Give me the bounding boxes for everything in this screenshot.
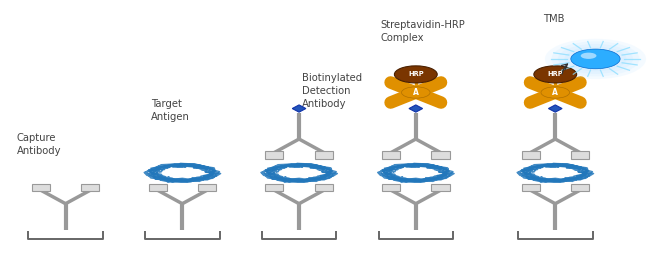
Text: Target
Antigen: Target Antigen bbox=[151, 99, 190, 122]
Text: Biotinylated
Detection
Antibody: Biotinylated Detection Antibody bbox=[302, 73, 363, 109]
Circle shape bbox=[558, 44, 633, 74]
Text: TMB: TMB bbox=[543, 14, 565, 24]
Circle shape bbox=[402, 87, 430, 98]
FancyBboxPatch shape bbox=[81, 184, 99, 191]
Circle shape bbox=[580, 53, 597, 59]
FancyBboxPatch shape bbox=[382, 152, 400, 159]
Circle shape bbox=[551, 41, 640, 76]
FancyBboxPatch shape bbox=[315, 152, 333, 159]
FancyBboxPatch shape bbox=[521, 152, 540, 159]
FancyBboxPatch shape bbox=[149, 184, 167, 191]
Text: A: A bbox=[413, 88, 419, 97]
Polygon shape bbox=[292, 105, 306, 112]
FancyBboxPatch shape bbox=[382, 184, 400, 191]
Circle shape bbox=[564, 47, 627, 71]
FancyBboxPatch shape bbox=[32, 184, 50, 191]
FancyBboxPatch shape bbox=[315, 184, 333, 191]
Circle shape bbox=[534, 66, 577, 83]
Circle shape bbox=[541, 87, 569, 98]
Text: Streptavidin-HRP
Complex: Streptavidin-HRP Complex bbox=[380, 20, 465, 43]
Text: Capture
Antibody: Capture Antibody bbox=[17, 133, 61, 156]
Text: A: A bbox=[552, 88, 558, 97]
Text: HRP: HRP bbox=[408, 72, 424, 77]
FancyBboxPatch shape bbox=[265, 184, 283, 191]
FancyBboxPatch shape bbox=[432, 152, 450, 159]
FancyBboxPatch shape bbox=[571, 152, 589, 159]
FancyBboxPatch shape bbox=[265, 152, 283, 159]
FancyBboxPatch shape bbox=[198, 184, 216, 191]
Polygon shape bbox=[549, 105, 562, 112]
Circle shape bbox=[395, 66, 437, 83]
Circle shape bbox=[545, 39, 646, 79]
Text: HRP: HRP bbox=[547, 72, 563, 77]
FancyBboxPatch shape bbox=[571, 184, 589, 191]
Circle shape bbox=[571, 49, 620, 69]
FancyBboxPatch shape bbox=[521, 184, 540, 191]
FancyBboxPatch shape bbox=[432, 184, 450, 191]
Polygon shape bbox=[409, 105, 423, 112]
